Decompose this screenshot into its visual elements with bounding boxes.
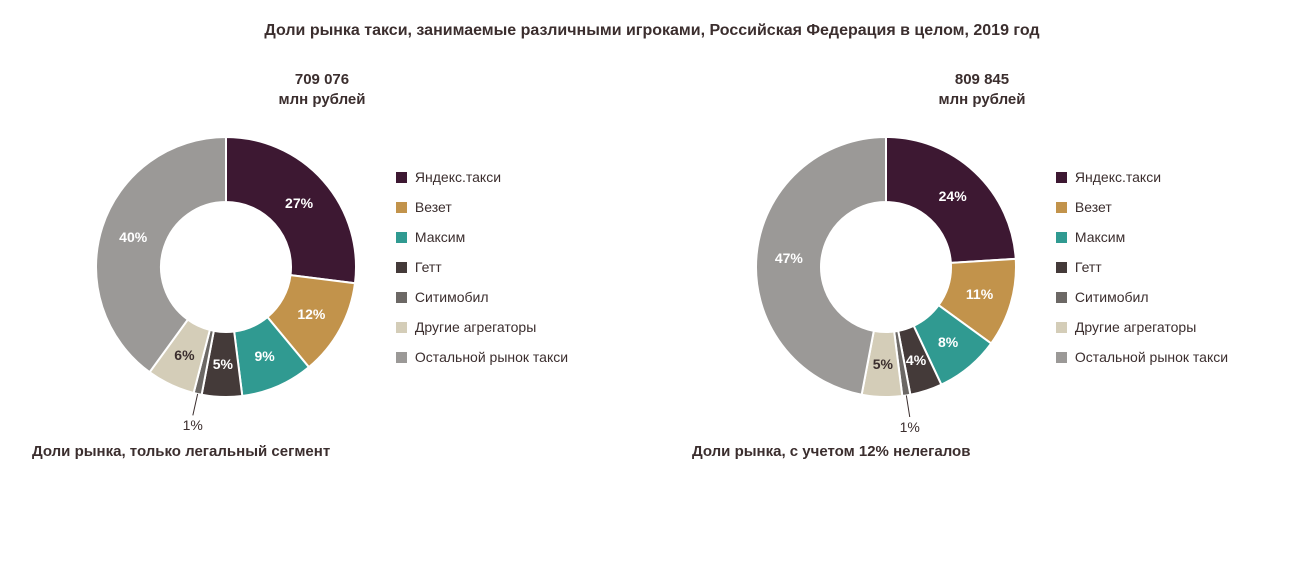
chart-and-legend-right: 24%11%8%4%1%5%47% Яндекс.такси Везет Макси… xyxy=(736,117,1228,417)
legend-label: Яндекс.такси xyxy=(1075,169,1161,185)
legend-label: Максим xyxy=(415,229,465,245)
legend-item: Везет xyxy=(396,199,568,215)
legend-label: Ситимобил xyxy=(415,289,489,305)
legend-swatch xyxy=(396,202,407,213)
legend-item: Гетт xyxy=(396,259,568,275)
legend-item: Другие агрегаторы xyxy=(396,319,568,335)
legend-label: Остальной рынок такси xyxy=(415,349,568,365)
legend-swatch xyxy=(396,352,407,363)
legend-label: Ситимобил xyxy=(1075,289,1149,305)
page-title: Доли рынка такси, занимаемые различными … xyxy=(0,0,1304,40)
legend-label: Везет xyxy=(1075,199,1112,215)
legend-swatch xyxy=(1056,232,1067,243)
slice-label: 1% xyxy=(900,419,920,435)
legend-item: Остальной рынок такси xyxy=(1056,349,1228,365)
legend-item: Ситимобил xyxy=(1056,289,1228,305)
legend-swatch xyxy=(396,262,407,273)
legend-swatch xyxy=(1056,172,1067,183)
legend-swatch xyxy=(1056,202,1067,213)
legend-left: Яндекс.такси Везет Максим Гетт Ситимобил Друг… xyxy=(396,169,568,365)
legend-item: Остальной рынок такси xyxy=(396,349,568,365)
chart-total-unit: млн рублей xyxy=(939,91,1026,108)
donut-slice xyxy=(886,137,1016,263)
legend-right: Яндекс.такси Везет Максим Гетт Ситимобил Друг… xyxy=(1056,169,1228,365)
legend-swatch xyxy=(1056,322,1067,333)
legend-item: Гетт xyxy=(1056,259,1228,275)
chart-total-value: 809 845 xyxy=(955,71,1009,88)
legend-swatch xyxy=(396,232,407,243)
charts-row: 709 076 млн рублей 27%12%9%5%1%6%40% Янд… xyxy=(0,70,1304,460)
leader-line xyxy=(906,395,909,417)
donut-chart-left: 27%12%9%5%1%6%40% xyxy=(76,117,376,417)
legend-label: Яндекс.такси xyxy=(415,169,501,185)
donut-chart-right: 24%11%8%4%1%5%47% xyxy=(736,117,1036,417)
chart-and-legend-left: 27%12%9%5%1%6%40% Яндекс.такси Везет Макси… xyxy=(76,117,568,417)
legend-label: Максим xyxy=(1075,229,1125,245)
legend-item: Везет xyxy=(1056,199,1228,215)
legend-swatch xyxy=(396,172,407,183)
chart-subtitle-left: Доли рынка, только легальный сегмент xyxy=(22,443,330,460)
chart-total-value: 709 076 xyxy=(295,71,349,88)
chart-block-left: 709 076 млн рублей 27%12%9%5%1%6%40% Янд… xyxy=(22,70,622,460)
legend-item: Максим xyxy=(396,229,568,245)
chart-block-right: 809 845 млн рублей 24%11%8%4%1%5%47% Янд… xyxy=(682,70,1282,460)
legend-label: Другие агрегаторы xyxy=(415,319,536,335)
legend-item: Яндекс.такси xyxy=(1056,169,1228,185)
chart-subtitle-right: Доли рынка, с учетом 12% нелегалов xyxy=(682,443,970,460)
legend-swatch xyxy=(396,322,407,333)
legend-swatch xyxy=(396,292,407,303)
legend-label: Остальной рынок такси xyxy=(1075,349,1228,365)
legend-swatch xyxy=(1056,262,1067,273)
chart-total-unit: млн рублей xyxy=(279,91,366,108)
legend-label: Гетт xyxy=(415,259,442,275)
legend-item: Максим xyxy=(1056,229,1228,245)
legend-item: Другие агрегаторы xyxy=(1056,319,1228,335)
legend-label: Везет xyxy=(415,199,452,215)
legend-label: Другие агрегаторы xyxy=(1075,319,1196,335)
slice-label: 1% xyxy=(183,417,203,433)
legend-swatch xyxy=(1056,352,1067,363)
leader-line xyxy=(193,394,198,415)
donut-slice xyxy=(226,137,356,283)
legend-label: Гетт xyxy=(1075,259,1102,275)
chart-total-right: 809 845 млн рублей xyxy=(939,70,1026,109)
legend-item: Ситимобил xyxy=(396,289,568,305)
chart-total-left: 709 076 млн рублей xyxy=(279,70,366,109)
legend-swatch xyxy=(1056,292,1067,303)
donut-slice xyxy=(756,137,886,395)
legend-item: Яндекс.такси xyxy=(396,169,568,185)
